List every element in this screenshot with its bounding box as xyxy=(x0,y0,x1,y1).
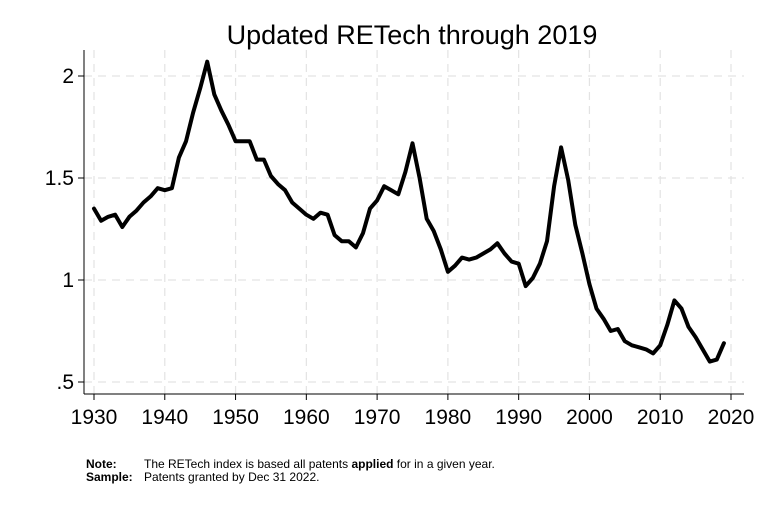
y-tick-label: 1.5 xyxy=(45,167,74,190)
x-tick-label: 1950 xyxy=(212,406,259,429)
x-tick-label: 2010 xyxy=(637,406,684,429)
x-tick-label: 2020 xyxy=(708,406,755,429)
series-line xyxy=(94,62,724,362)
x-tick-label: 1970 xyxy=(354,406,401,429)
x-tick-label: 1960 xyxy=(283,406,330,429)
note-text-start: The RETech index is based all patents xyxy=(144,457,351,471)
x-tick-label: 1980 xyxy=(425,406,472,429)
x-tick-label: 1990 xyxy=(495,406,542,429)
y-tick-label: .5 xyxy=(56,371,74,394)
line-chart: Updated RETech through 2019 .5 1 1.5 2 1930 1… xyxy=(0,0,760,450)
chart-notes: Note: The RETech index is based all pate… xyxy=(86,458,495,484)
sample-row: Sample: Patents granted by Dec 31 2022. xyxy=(86,471,495,484)
x-tick-label: 1940 xyxy=(141,406,188,429)
x-tick-label: 1930 xyxy=(71,406,118,429)
note-text-bold: applied xyxy=(351,457,393,471)
note-text-end: for in a given year. xyxy=(393,457,494,471)
y-tick-label: 1 xyxy=(62,269,74,292)
chart-title: Updated RETech through 2019 xyxy=(227,20,598,50)
y-tick-label: 2 xyxy=(62,65,74,88)
sample-key: Sample: xyxy=(86,471,144,484)
sample-text: Patents granted by Dec 31 2022. xyxy=(144,471,319,484)
x-tick-label: 2000 xyxy=(566,406,613,429)
